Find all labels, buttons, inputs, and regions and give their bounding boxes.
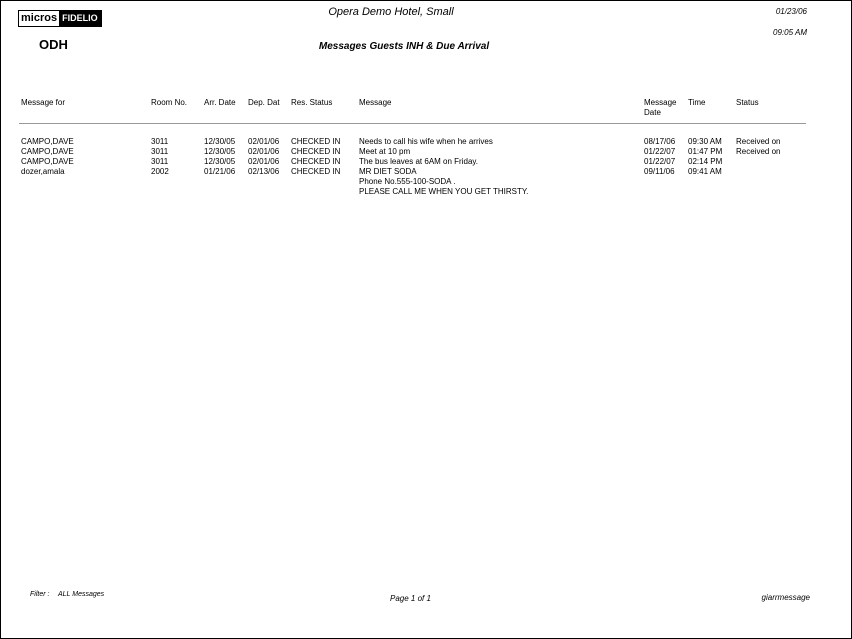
- cell-name: dozer,amala: [21, 167, 65, 176]
- col-arr-date: Arr. Date: [204, 98, 236, 107]
- cell-time: 09:30 AM: [688, 137, 722, 146]
- col-room: Room No.: [151, 98, 188, 107]
- cell-msg-date: 09/11/06: [644, 167, 675, 176]
- hotel-name: Opera Demo Hotel, Small: [328, 6, 454, 18]
- col-res-status: Res. Status: [291, 98, 333, 107]
- cell-message: PLEASE CALL ME WHEN YOU GET THIRSTY.: [359, 187, 529, 196]
- property-code: ODH: [39, 37, 68, 52]
- col-dep-date: Dep. Dat: [248, 98, 280, 107]
- cell-msg-date: 08/17/06: [644, 137, 676, 146]
- cell-room: 3011: [151, 137, 169, 146]
- cell-arr: 01/21/06: [204, 167, 236, 176]
- col-message-date-2: Date: [644, 108, 661, 117]
- cell-dep: 02/01/06: [248, 137, 280, 146]
- cell-dep: 02/01/06: [248, 147, 280, 156]
- cell-time: 02:14 PM: [688, 157, 723, 166]
- col-time: Time: [688, 98, 706, 107]
- cell-message: Phone No.555-100-SODA .: [359, 177, 456, 186]
- cell-time: 01:47 PM: [688, 147, 723, 156]
- col-message: Message: [359, 98, 392, 107]
- col-status: Status: [736, 98, 759, 107]
- cell-status: Received on: [736, 137, 781, 146]
- cell-msg-date: 01/22/07: [644, 147, 676, 156]
- cell-message: Needs to call his wife when he arrives: [359, 137, 493, 146]
- cell-room: 3011: [151, 147, 169, 156]
- cell-msg-date: 01/22/07: [644, 157, 676, 166]
- cell-message: The bus leaves at 6AM on Friday.: [359, 157, 479, 166]
- report-title: Messages Guests INH & Due Arrival: [318, 41, 490, 52]
- cell-arr: 12/30/05: [204, 137, 236, 146]
- cell-arr: 12/30/05: [204, 147, 236, 156]
- cell-message: MR DIET SODA: [359, 167, 417, 176]
- cell-room: 3011: [151, 157, 169, 166]
- cell-res-status: CHECKED IN: [291, 147, 341, 156]
- cell-name: CAMPO,DAVE: [21, 157, 74, 166]
- filter-value: ALL Messages: [58, 591, 105, 598]
- col-message-for: Message for: [21, 98, 66, 107]
- cell-status: Received on: [736, 147, 781, 156]
- filter-label: Filter :: [30, 591, 50, 598]
- cell-dep: 02/01/06: [248, 157, 280, 166]
- cell-time: 09:41 AM: [688, 167, 722, 176]
- cell-res-status: CHECKED IN: [291, 167, 341, 176]
- cell-name: CAMPO,DAVE: [21, 147, 74, 156]
- header-divider: [19, 123, 806, 124]
- cell-message: Meet at 10 pm: [359, 147, 411, 156]
- micros-fidelio-logo: micros FIDELIO: [18, 10, 102, 27]
- cell-room: 2002: [151, 167, 169, 176]
- cell-res-status: CHECKED IN: [291, 137, 341, 146]
- cell-dep: 02/13/06: [248, 167, 280, 176]
- cell-name: CAMPO,DAVE: [21, 137, 74, 146]
- report-date: 01/23/06: [775, 7, 807, 16]
- report-time: 09:05 AM: [773, 28, 807, 37]
- cell-res-status: CHECKED IN: [291, 157, 341, 166]
- cell-arr: 12/30/05: [204, 157, 236, 166]
- report-name: giarrmessage: [761, 593, 810, 602]
- col-message-date: Message: [644, 98, 677, 107]
- page-number: Page 1 of 1: [390, 594, 431, 603]
